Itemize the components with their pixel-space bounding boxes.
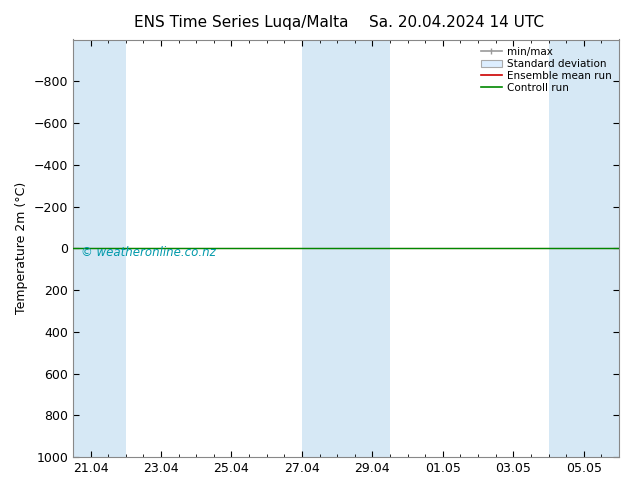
Bar bbox=[73, 40, 126, 457]
Text: © weatheronline.co.nz: © weatheronline.co.nz bbox=[81, 246, 216, 259]
Bar bbox=[302, 40, 390, 457]
Text: Sa. 20.04.2024 14 UTC: Sa. 20.04.2024 14 UTC bbox=[369, 15, 544, 30]
Y-axis label: Temperature 2m (°C): Temperature 2m (°C) bbox=[15, 182, 28, 315]
Legend: min/max, Standard deviation, Ensemble mean run, Controll run: min/max, Standard deviation, Ensemble me… bbox=[477, 43, 616, 97]
Text: ENS Time Series Luqa/Malta: ENS Time Series Luqa/Malta bbox=[134, 15, 348, 30]
Bar bbox=[548, 40, 619, 457]
